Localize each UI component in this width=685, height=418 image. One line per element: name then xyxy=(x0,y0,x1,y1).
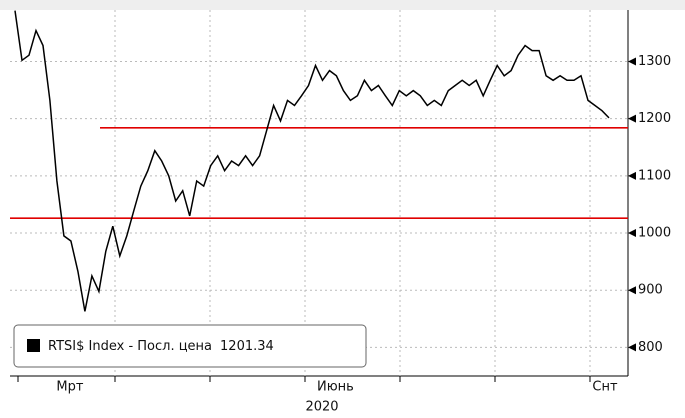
legend-name: RTSI$ Index - Посл. цена xyxy=(48,339,212,354)
y-tick-label: 1200 xyxy=(638,111,671,126)
x-axis-ticks xyxy=(17,376,591,382)
x-tick-label: Снт xyxy=(592,380,618,395)
y-tick-mark xyxy=(628,343,636,352)
year-label: 2020 xyxy=(305,400,338,415)
y-tick-mark xyxy=(628,171,636,180)
y-tick-label: 1100 xyxy=(638,168,671,183)
top-band xyxy=(0,0,685,10)
y-tick-mark xyxy=(628,57,636,66)
legend: RTSI$ Index - Посл. цена 1201.34 xyxy=(13,324,367,368)
y-tick-label: 1300 xyxy=(638,54,671,69)
y-tick-label: 800 xyxy=(638,340,663,355)
y-tick-mark xyxy=(628,114,636,123)
legend-swatch xyxy=(27,339,40,352)
y-tick-label: 900 xyxy=(638,283,663,298)
x-tick-label: Мрт xyxy=(56,380,83,395)
legend-last-value: 1201.34 xyxy=(220,339,274,354)
y-tick-mark xyxy=(628,286,636,295)
price-line xyxy=(14,10,610,312)
y-tick-label: 1000 xyxy=(638,226,671,241)
y-tick-mark xyxy=(628,229,636,238)
legend-label: RTSI$ Index - Посл. цена 1201.34 xyxy=(48,339,274,354)
x-tick-label: Июнь xyxy=(317,380,354,395)
legend-box xyxy=(13,324,367,368)
